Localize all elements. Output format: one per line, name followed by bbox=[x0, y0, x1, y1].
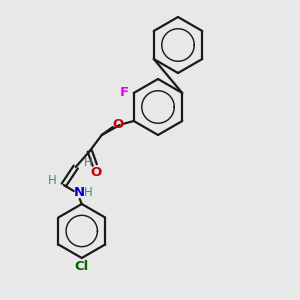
Text: N: N bbox=[74, 187, 85, 200]
Text: H: H bbox=[83, 187, 92, 200]
Text: O: O bbox=[90, 166, 101, 178]
Text: H: H bbox=[47, 175, 56, 188]
Text: O: O bbox=[112, 118, 123, 131]
Text: H: H bbox=[83, 155, 92, 169]
Text: F: F bbox=[120, 85, 129, 98]
Text: Cl: Cl bbox=[75, 260, 89, 272]
